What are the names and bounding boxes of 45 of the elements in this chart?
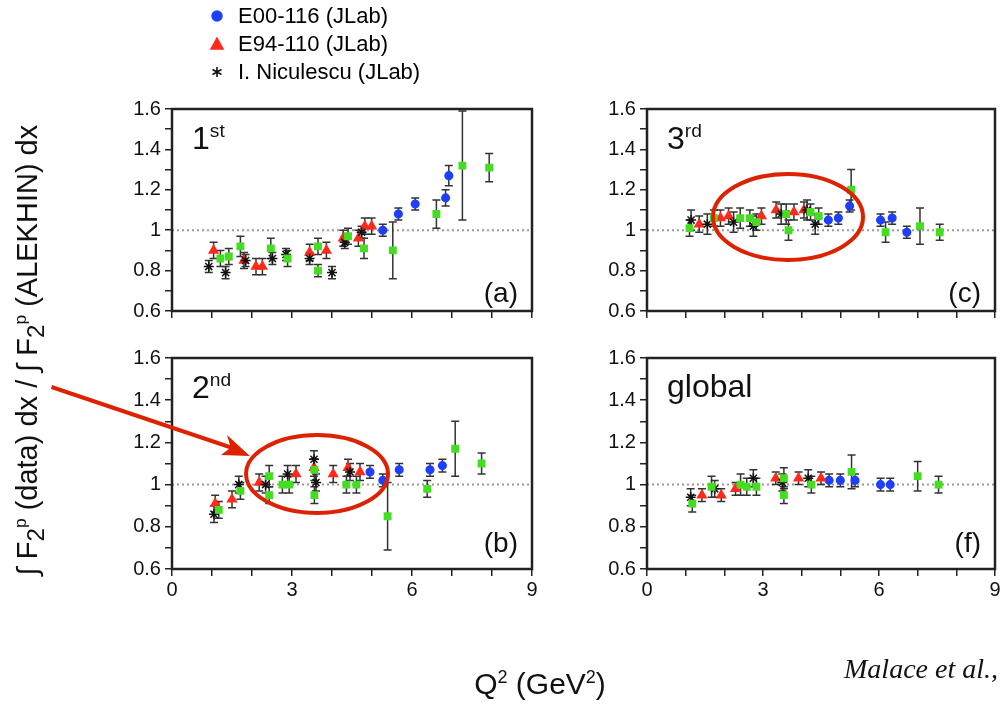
y-tick-label: 1.2 <box>608 177 636 200</box>
y-tick-label: 0.6 <box>608 298 636 321</box>
legend-label: E00-116 (JLab) <box>238 2 389 30</box>
y-tick-label: 0.6 <box>133 298 161 321</box>
annotation: (b) <box>483 527 518 558</box>
legend-label: E94-110 (JLab) <box>238 30 389 58</box>
y-tick-label: 1.6 <box>608 96 636 119</box>
annotation: 1$^{st}$ <box>192 119 225 156</box>
legend-label: I. Niculescu (JLab) <box>238 58 421 86</box>
y-tick-label: 1.6 <box>133 345 161 368</box>
annotation: 2$^{nd}$ <box>192 368 232 405</box>
x-tick-label: 9 <box>526 577 538 600</box>
annotation: (a) <box>483 277 518 308</box>
annotation: global <box>667 368 753 404</box>
x-tick-label: 0 <box>166 577 178 600</box>
y-tick-label: 1.2 <box>608 429 636 452</box>
y-tick-label: 0.8 <box>608 514 636 537</box>
y-tick-label: 1 <box>624 472 636 495</box>
y-tick-label: 0.6 <box>608 556 636 579</box>
y-tick-label: 1.2 <box>133 177 161 200</box>
y-tick-label: 1.4 <box>133 136 161 159</box>
x-tick-label: 6 <box>873 577 885 600</box>
x-tick-label: 0 <box>641 577 653 600</box>
y-tick-label: 0.8 <box>133 514 161 537</box>
y-tick-label: 0.6 <box>133 556 161 579</box>
text: Malace et al., <box>844 653 998 684</box>
y-tick-label: 1 <box>624 217 636 240</box>
annotation: 3$^{rd}$ <box>667 119 702 156</box>
x-axis-title: Q$^{2}$ (GeV$^{2}$) <box>474 667 606 700</box>
x-tick-label: 6 <box>406 577 418 600</box>
y-tick-label: 0.8 <box>133 258 161 281</box>
y-tick-label: 0.8 <box>608 258 636 281</box>
y-tick-label: 1.4 <box>133 387 161 410</box>
y-tick-label: 1.4 <box>608 136 636 159</box>
annotation: (c) <box>948 277 981 308</box>
y-tick-label: 1.6 <box>133 96 161 119</box>
x-tick-label: 3 <box>286 577 298 600</box>
y-tick-label: 1 <box>149 217 161 240</box>
y-tick-label: 1.2 <box>133 429 161 452</box>
y-tick-label: 1.4 <box>608 387 636 410</box>
x-tick-label: 3 <box>757 577 769 600</box>
y-tick-label: 1 <box>149 472 161 495</box>
annotation: (f) <box>954 527 981 558</box>
x-tick-label: 9 <box>989 577 1001 600</box>
y-tick-label: 1.6 <box>608 345 636 368</box>
